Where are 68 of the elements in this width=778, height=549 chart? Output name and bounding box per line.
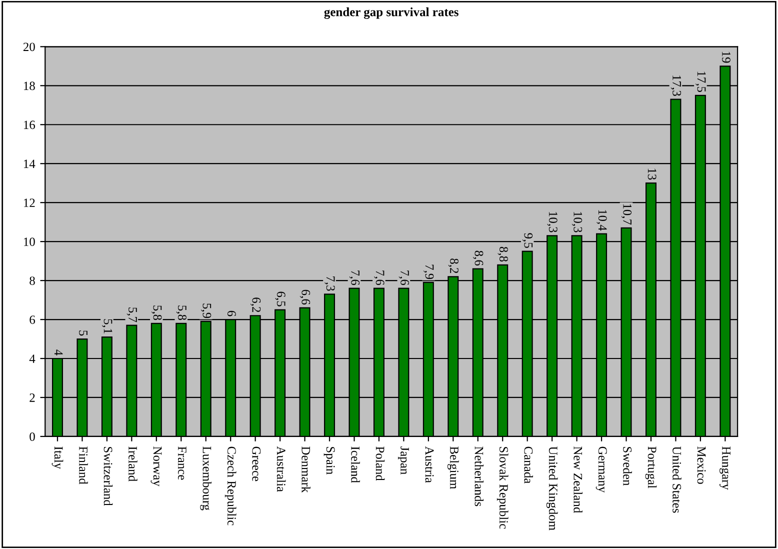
y-tick-label: 0 bbox=[30, 432, 35, 441]
data-label: 10,4 bbox=[596, 210, 607, 231]
x-tick-label: Sweden bbox=[623, 447, 632, 486]
y-tick-label: 18 bbox=[24, 82, 35, 90]
y-tick-label: 16 bbox=[24, 120, 36, 130]
x-tick-label: United Kingdom bbox=[546, 446, 558, 530]
data-label: 8,6 bbox=[472, 250, 484, 266]
chart-title: gender gap survival rates bbox=[324, 7, 458, 19]
data-label: 10,7 bbox=[621, 204, 632, 225]
data-label: 7,9 bbox=[424, 264, 434, 280]
x-tick-label: Canada bbox=[524, 446, 534, 484]
data-label: 13 bbox=[648, 168, 656, 180]
x-tick-label: Spain bbox=[324, 447, 335, 474]
x-tick-label: Portugal bbox=[645, 446, 657, 488]
x-tick-label: Australia bbox=[276, 446, 286, 492]
x-tick-label: Italy bbox=[52, 446, 64, 470]
x-tick-label: Austria bbox=[425, 446, 434, 483]
x-tick-label: Denmark bbox=[302, 446, 310, 493]
y-tick-label: 20 bbox=[23, 42, 35, 52]
data-label: 7,6 bbox=[349, 270, 360, 286]
data-label: 4 bbox=[54, 350, 63, 356]
data-label: 6 bbox=[227, 310, 236, 316]
x-tick-label: Belgium bbox=[447, 446, 459, 490]
data-label: 6,6 bbox=[300, 290, 310, 305]
x-tick-label: New Zealand bbox=[574, 446, 582, 514]
y-tick-label: 8 bbox=[30, 276, 35, 285]
x-tick-label: Slovak Republic bbox=[496, 447, 508, 529]
x-tick-label: Switzerland bbox=[104, 447, 113, 506]
data-label: 10,3 bbox=[547, 212, 558, 232]
data-label: 10,3 bbox=[572, 212, 582, 232]
y-tick-label: 6 bbox=[30, 316, 36, 324]
x-tick-label: France bbox=[178, 446, 186, 480]
data-label: 5,9 bbox=[200, 304, 212, 318]
y-tick-label: 14 bbox=[24, 160, 36, 168]
x-tick-label: Iceland bbox=[351, 446, 360, 483]
data-label: 8,2 bbox=[448, 258, 458, 274]
data-label: 5,1 bbox=[102, 319, 112, 334]
data-label: 5,8 bbox=[151, 306, 162, 320]
data-label: 8,8 bbox=[498, 246, 508, 262]
x-tick-label: Greece bbox=[252, 446, 261, 482]
data-label: 5,7 bbox=[126, 308, 137, 322]
y-tick-label: 10 bbox=[24, 238, 35, 246]
x-tick-label: Poland bbox=[376, 446, 385, 481]
x-tick-label: Ireland bbox=[128, 446, 138, 482]
data-label: 5,8 bbox=[176, 306, 186, 320]
data-label: 7,6 bbox=[398, 270, 409, 286]
x-tick-label: United States bbox=[672, 446, 682, 513]
data-label: 17,3 bbox=[670, 76, 681, 96]
y-tick-label: 2 bbox=[30, 394, 35, 402]
data-label: 7,6 bbox=[374, 270, 384, 286]
x-tick-label: Japan bbox=[398, 446, 409, 474]
x-tick-label: Finland bbox=[79, 446, 88, 484]
x-tick-label: Germany bbox=[596, 446, 607, 493]
data-label: 17,5 bbox=[696, 72, 706, 92]
data-label: 6,5 bbox=[275, 292, 286, 306]
data-label: 6,2 bbox=[250, 298, 261, 312]
x-tick-label: Czech Republic bbox=[224, 446, 236, 526]
x-tick-label: Mexico bbox=[697, 446, 706, 484]
data-label: 9,5 bbox=[522, 233, 533, 248]
y-tick-label: 12 bbox=[24, 198, 35, 207]
data-label: 7,3 bbox=[324, 276, 335, 291]
x-tick-label: Netherlands bbox=[474, 446, 484, 506]
x-tick-label: Norway bbox=[150, 446, 162, 486]
data-label: 5 bbox=[79, 330, 88, 336]
x-tick-label: Luxembourg bbox=[200, 446, 212, 510]
data-label: 19 bbox=[722, 52, 730, 63]
x-tick-label: Hungary bbox=[720, 446, 730, 490]
y-tick-label: 4 bbox=[29, 354, 36, 363]
